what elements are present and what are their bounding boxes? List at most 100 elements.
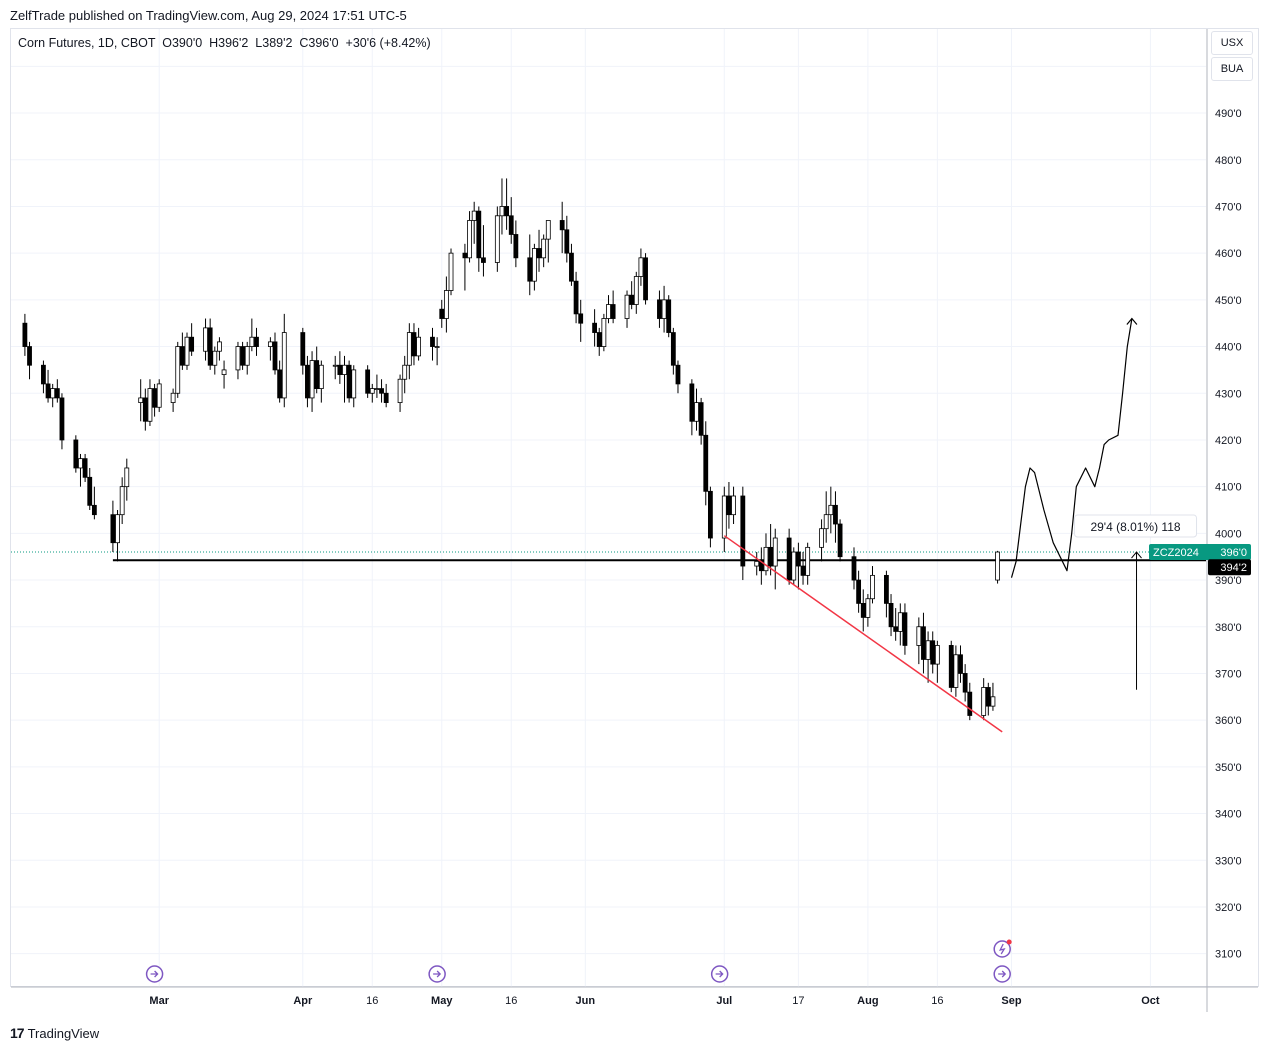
y-tick-label: 430'0 [1215,388,1242,400]
measure-arrow-head [1131,551,1142,559]
candle-body [78,458,83,469]
candle-body [888,603,894,628]
candle-body [610,304,616,319]
candle-body [657,299,662,319]
candle-body [596,332,602,347]
event-marker-arrow [998,970,1007,978]
candle-body [833,504,838,525]
candle-body [786,537,792,581]
candle-body [467,220,472,259]
x-tick-label: 17 [792,995,804,1007]
candle-body [142,397,148,422]
candle-body [967,691,973,716]
candle-body [721,495,727,539]
candle-body [884,574,889,604]
candle-body [643,257,648,301]
candle-body [916,626,922,646]
x-tick-label: Mar [149,995,169,1007]
event-marker-arrow [715,970,724,978]
candle-body [707,490,713,539]
candle-body [819,528,824,548]
x-tick-label: May [431,995,453,1007]
candle-body [851,556,857,581]
y-tick-label: 360'0 [1215,715,1242,727]
candle-body [828,504,834,516]
candle-body [179,346,185,366]
candle-body [406,332,412,366]
candle-body [91,504,97,516]
candle-body [536,248,542,259]
candle-body [698,402,704,436]
candle-body [985,687,991,707]
x-tick-label: Jun [576,995,596,1007]
candle-body [87,476,93,506]
candle-body [175,346,181,394]
candle-body [856,579,862,604]
candle-body [837,523,843,558]
candle-body [499,206,505,217]
candle-body [189,336,195,352]
tradingview-logo[interactable]: 17 TradingView [10,1025,99,1041]
candle-body [45,383,51,399]
candle-body [559,220,565,231]
tradingview-brand-text: TradingView [27,1025,100,1041]
candle-body [763,546,769,572]
candle-body [73,439,79,469]
y-tick-label: 470'0 [1215,201,1242,213]
candle-body [689,383,695,422]
candle-body [990,696,996,707]
x-tick-label: Jul [716,995,732,1007]
projection-path [1010,318,1133,578]
candle-body [110,514,116,544]
candle-body [768,546,774,567]
notification-dot [1006,939,1012,945]
y-tick-label: 350'0 [1215,762,1242,774]
candle-body [22,322,28,347]
candle-body [82,458,88,478]
last-price-symbol: ZCZ2024 [1153,547,1199,559]
unit-usx[interactable]: USX [1211,31,1253,55]
candle-body [471,210,477,221]
candle-body [277,369,283,399]
candle-body [309,360,315,399]
candle-body [156,383,162,408]
candle-body [430,336,435,347]
candle-body [624,294,630,319]
candle-body [629,294,635,305]
candle-body [221,369,227,375]
candle-body [545,220,551,240]
candle-body [962,673,968,693]
candle-body [981,687,987,716]
x-tick-label: Apr [293,995,313,1007]
candle-body [115,514,120,544]
candle-body [675,364,681,385]
y-tick-label: 380'0 [1215,622,1242,634]
level-price-badge [1208,559,1251,576]
unit-bua[interactable]: BUA [1211,57,1253,81]
y-tick-label: 310'0 [1215,949,1242,961]
candle-body [791,551,797,581]
candle-body [147,388,153,422]
candle-body [726,495,732,516]
publisher-line: ZelfTrade published on TradingView.com, … [10,8,407,23]
x-tick-label: 16 [931,995,943,1007]
candle-body [930,640,936,665]
x-tick-label: Aug [857,995,878,1007]
candle-body [212,350,218,366]
level-price-value: 394'2 [1220,562,1247,574]
candle-body [925,640,931,660]
candle-body [754,560,760,567]
symbol-legend: Corn Futures, 1D, CBOT O390'0 H396'2 L38… [18,36,431,50]
candle-body [958,654,963,674]
candle-body [281,332,287,399]
candle-body [865,598,871,618]
candle-body [244,346,250,366]
last-price-badge [1149,544,1251,561]
candle-body [606,304,611,319]
candle-body [207,327,213,366]
candle-body [670,332,676,366]
candle-body [995,551,1000,581]
candle-body [703,434,709,492]
candle-body [152,388,157,408]
